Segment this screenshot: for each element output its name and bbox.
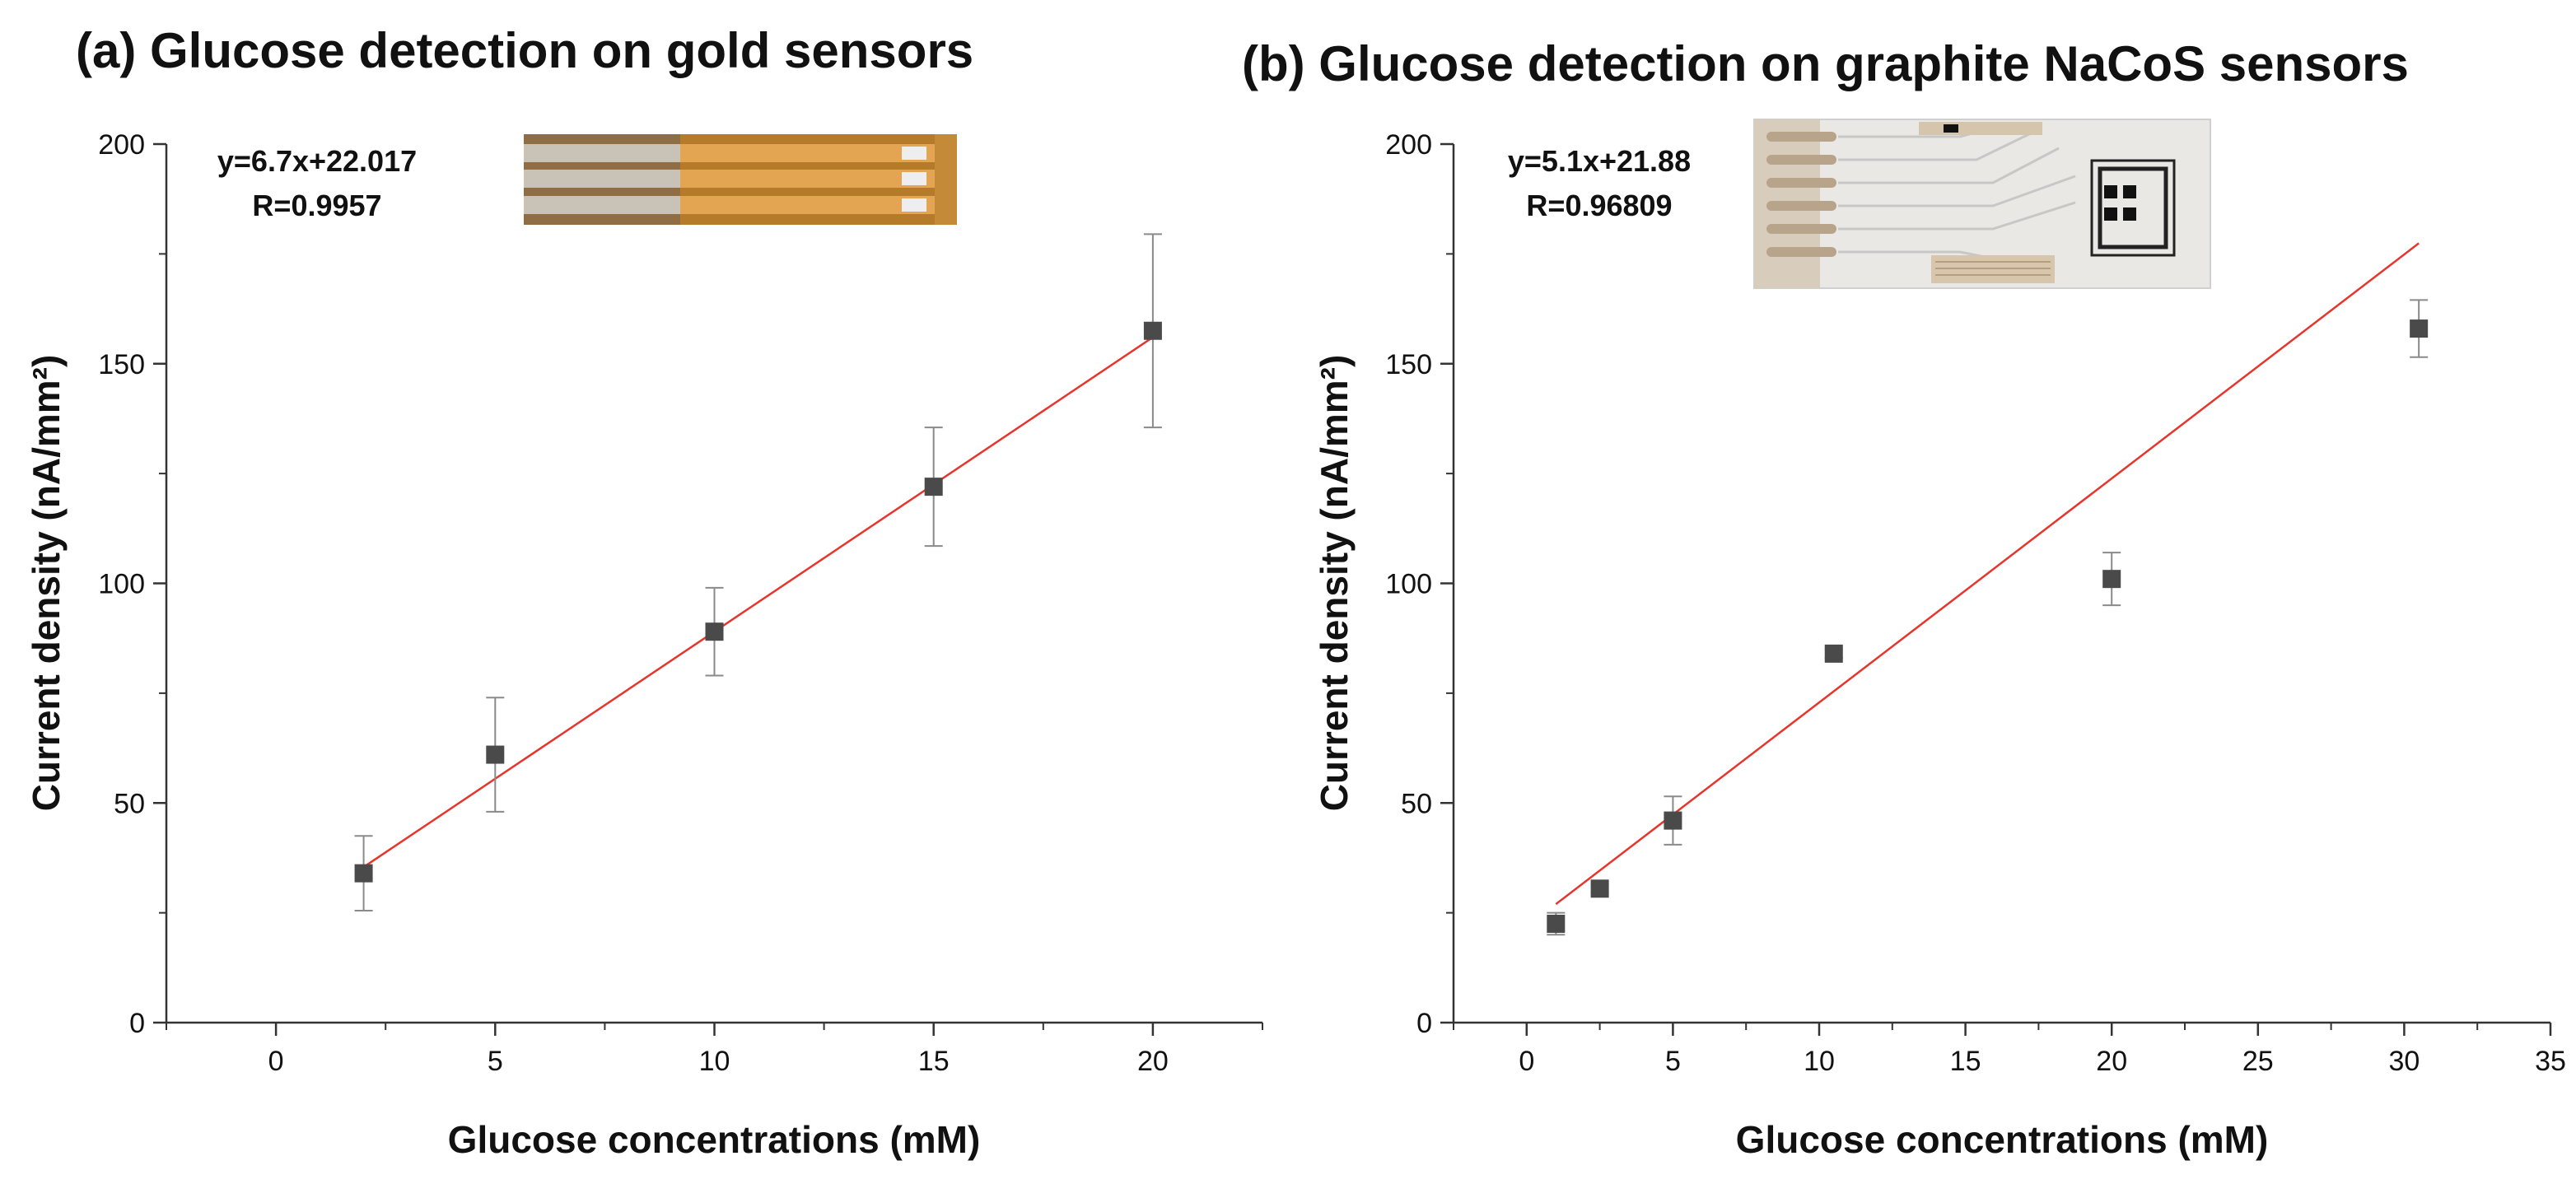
chart-title: (a) Glucose detection on gold sensors [76, 23, 973, 78]
fit-equation: y=5.1x+21.88 [1508, 144, 1691, 178]
data-point [2410, 319, 2429, 338]
plot-area: 0 50 100 150 200 0 5 10 15 20 [98, 129, 1263, 1077]
y-tick-label: 150 [1385, 349, 1432, 380]
y-axis-label: Current density (nA/mm²) [1313, 355, 1356, 812]
data-point [2102, 570, 2121, 589]
y-tick-label: 200 [98, 129, 145, 161]
data-point [705, 622, 724, 641]
y-tick-label: 100 [1385, 569, 1432, 600]
data-points [1547, 319, 2429, 933]
fit-r-value: R=0.9957 [252, 189, 381, 222]
data-point [924, 478, 943, 496]
x-axis-label: Glucose concentrations (mM) [448, 1118, 981, 1161]
x-tick-label: 10 [1804, 1046, 1835, 1077]
y-tick-label: 0 [1416, 1008, 1432, 1039]
panel-graphite-sensors: (b) Glucose detection on graphite NaCoS … [1242, 36, 2566, 1161]
tick-labels: 0 50 100 150 200 0 5 10 15 20 25 30 35 [1385, 129, 2566, 1077]
y-tick-label: 0 [129, 1008, 145, 1039]
y-axis-label: Current density (nA/mm²) [25, 355, 68, 812]
x-tick-label: 10 [699, 1046, 730, 1077]
x-tick-label: 25 [2242, 1046, 2274, 1077]
x-tick-label: 0 [1519, 1046, 1534, 1077]
tick-labels: 0 50 100 150 200 0 5 10 15 20 [98, 129, 1169, 1077]
tick-marks [153, 142, 1263, 1036]
x-tick-label: 30 [2388, 1046, 2420, 1077]
data-point [486, 745, 505, 764]
fit-equation: y=6.7x+22.017 [217, 144, 417, 178]
x-tick-label: 20 [2096, 1046, 2127, 1077]
gold-sensor-photo [524, 134, 957, 225]
chart-title: (b) Glucose detection on graphite NaCoS … [1242, 36, 2409, 91]
graphite-sensor-photo [1753, 119, 2211, 289]
linear-fit-line [1555, 242, 2420, 906]
data-point [354, 864, 373, 883]
data-points [354, 321, 1162, 883]
y-tick-label: 50 [114, 788, 145, 819]
x-tick-label: 20 [1137, 1046, 1169, 1077]
tick-marks [1440, 142, 2552, 1036]
data-point [1824, 644, 1843, 663]
data-point [1590, 879, 1609, 898]
y-tick-label: 50 [1401, 788, 1432, 819]
x-tick-label: 0 [268, 1046, 284, 1077]
data-point [1547, 914, 1566, 933]
data-point [1143, 321, 1162, 340]
y-tick-label: 150 [98, 349, 145, 380]
panel-gold-sensors: (a) Glucose detection on gold sensors 0 5… [25, 23, 1263, 1161]
x-tick-label: 35 [2535, 1046, 2566, 1077]
y-tick-label: 200 [1385, 129, 1432, 161]
data-point [1664, 811, 1682, 830]
fit-line-group [1555, 242, 2420, 906]
fit-r-value: R=0.96809 [1526, 189, 1672, 222]
plot-area: 0 50 100 150 200 0 5 10 15 20 25 30 35 [1385, 129, 2566, 1077]
y-tick-label: 100 [98, 569, 145, 600]
x-tick-label: 5 [488, 1046, 503, 1077]
x-tick-label: 15 [1950, 1046, 1981, 1077]
x-tick-label: 15 [918, 1046, 950, 1077]
x-tick-label: 5 [1665, 1046, 1681, 1077]
x-axis-label: Glucose concentrations (mM) [1736, 1118, 2269, 1161]
